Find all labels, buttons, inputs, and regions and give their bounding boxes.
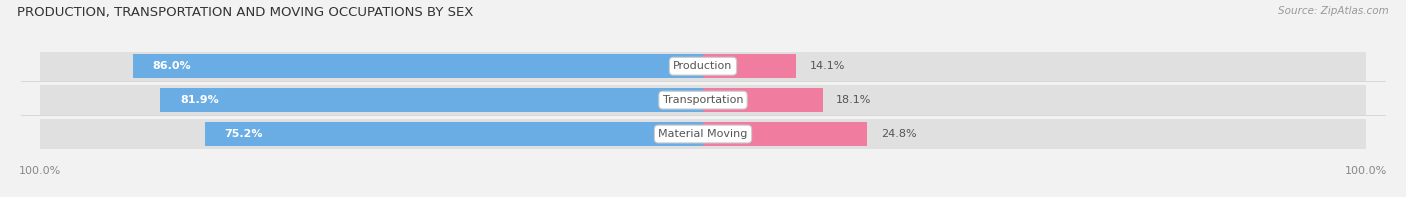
Text: 81.9%: 81.9% — [180, 95, 219, 105]
Bar — [41, 119, 703, 149]
Text: 14.1%: 14.1% — [810, 61, 845, 71]
Bar — [41, 85, 703, 115]
Text: PRODUCTION, TRANSPORTATION AND MOVING OCCUPATIONS BY SEX: PRODUCTION, TRANSPORTATION AND MOVING OC… — [17, 6, 474, 19]
Bar — [160, 88, 703, 112]
Bar — [703, 122, 868, 146]
Text: Transportation: Transportation — [662, 95, 744, 105]
Text: 18.1%: 18.1% — [837, 95, 872, 105]
Bar — [134, 54, 703, 78]
Text: 75.2%: 75.2% — [225, 129, 263, 139]
Legend: Male, Female: Male, Female — [647, 193, 759, 197]
Bar — [703, 54, 796, 78]
Bar — [41, 51, 703, 81]
Text: Source: ZipAtlas.com: Source: ZipAtlas.com — [1278, 6, 1389, 16]
Bar — [703, 88, 823, 112]
Text: Production: Production — [673, 61, 733, 71]
Bar — [703, 119, 1365, 149]
Text: 24.8%: 24.8% — [880, 129, 917, 139]
Bar — [703, 51, 1365, 81]
Text: 86.0%: 86.0% — [153, 61, 191, 71]
Text: Material Moving: Material Moving — [658, 129, 748, 139]
Bar — [703, 85, 1365, 115]
Bar — [204, 122, 703, 146]
